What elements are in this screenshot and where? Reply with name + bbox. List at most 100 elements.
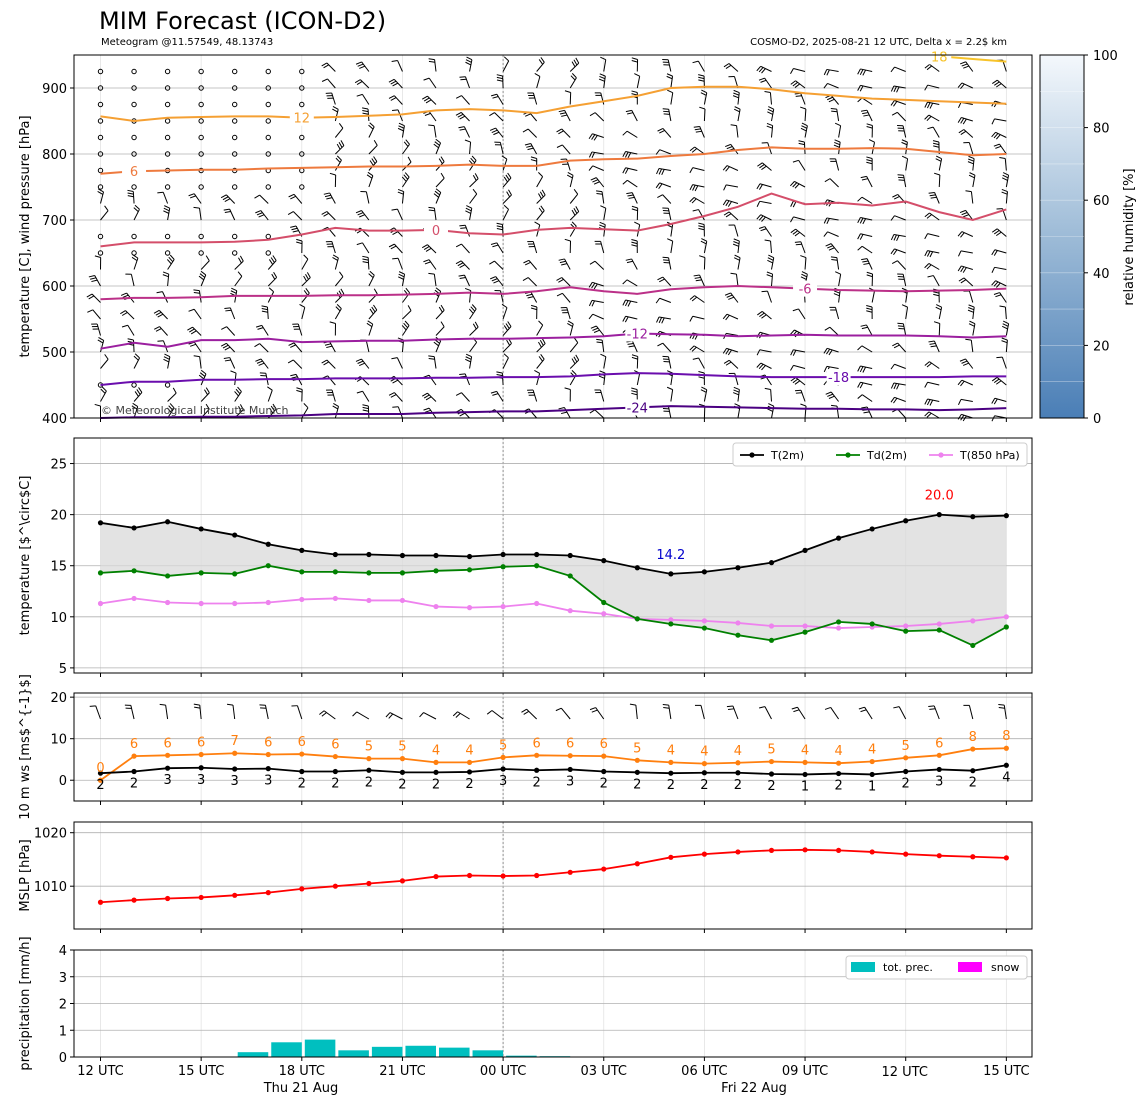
barb-flag [631,205,638,209]
wind-barb [187,326,202,336]
wind-barb [319,710,336,720]
barb-flag [567,172,574,176]
wind-barb [725,143,739,155]
wind-barb [368,139,378,155]
barb-shaft [670,373,674,386]
barb-flag [758,184,763,190]
barb-flag [588,282,593,288]
barb-shaft [968,290,974,303]
barb-shaft [331,241,336,254]
series-point [601,558,607,564]
wind-barb [699,106,706,122]
barb-flag [725,314,730,321]
barb-flag [566,174,573,179]
barb-shaft [670,76,674,89]
location-subtitle: Meteogram @11.57549, 48.13743 [101,37,273,48]
barb-flag [693,274,700,277]
barb-shaft [234,391,242,402]
wind-barb [698,222,705,237]
wind-barb [891,260,907,270]
barb-flag [893,234,897,241]
barb-shaft [199,356,202,369]
barb-flag [558,130,564,135]
barb-flag [967,161,974,165]
barb-flag [698,76,705,80]
x-tick-label: 15 UTC [983,1064,1029,1079]
wind-barb [435,304,445,320]
barb-flag [472,174,477,181]
y-axis-label: temperature [$^\circ$C] [18,476,33,636]
barb-flag [356,81,363,85]
barb-flag [689,167,694,174]
wind-barb [965,338,974,353]
wind-barb [662,207,672,221]
wind-barb [662,59,672,72]
barb-flag [505,323,510,329]
barb-flag [733,241,740,245]
barb-flag [824,326,831,331]
barb-flag [767,111,773,115]
barb-shaft [229,208,236,221]
barb-flag [830,108,837,110]
barb-flag [859,382,864,389]
x-tick-label: 15 UTC [178,1064,224,1079]
legend-label: Td(2m) [866,449,907,462]
wind-barb [625,258,638,270]
barb-shaft [301,277,311,287]
barb-shaft [428,77,437,89]
barb-flag [296,241,303,245]
barb-shaft [694,295,705,303]
barb-flag [561,263,568,266]
barb-shaft [329,192,336,204]
barb-flag [104,354,109,360]
barb-flag [459,412,466,417]
barb-flag [268,259,274,265]
isotherm-label-bg [826,369,851,386]
barb-shaft [631,340,638,353]
barb-flag [994,81,1000,86]
barb-flag [468,308,474,314]
wind-barb [536,57,545,72]
gust-label: 5 [365,740,373,755]
barb-flag [464,139,471,143]
barb-shaft [625,315,638,320]
barb-shaft [793,67,806,72]
wind-barb [288,342,303,353]
barb-flag [694,185,699,192]
barb-shaft [902,323,907,336]
wind-barb [723,184,739,191]
barb-shaft [532,389,538,402]
barb-flag [963,65,970,69]
barb-flag [656,168,660,175]
wind-series-point [567,753,573,759]
barb-flag [967,309,974,313]
barb-shaft [693,197,705,204]
gust-label: 6 [331,738,339,753]
barb-shaft [894,66,906,72]
mslp-point [433,873,439,880]
barb-flag [433,341,439,347]
wind-barb [622,150,638,159]
barb-flag [589,707,596,711]
wind-barb [662,256,672,270]
series-point [500,564,506,570]
barb-shaft [167,259,175,270]
series-point [165,519,171,525]
wind-barb [325,241,336,254]
wind-barb [823,68,839,76]
wind-barb [631,205,639,221]
wind-barb [866,271,874,287]
wind-barb [564,387,571,402]
barb-flag [523,710,530,715]
barb-flag [391,60,398,62]
wind-barb [94,403,101,418]
barb-flag [659,278,665,283]
barb-shaft [464,373,471,386]
barb-shaft [323,710,336,720]
barb-shaft [162,192,169,204]
barb-flag [666,386,673,391]
barb-shaft [334,276,344,287]
wind-barb [464,139,472,155]
barb-flag [561,411,568,415]
barb-flag [960,118,965,124]
